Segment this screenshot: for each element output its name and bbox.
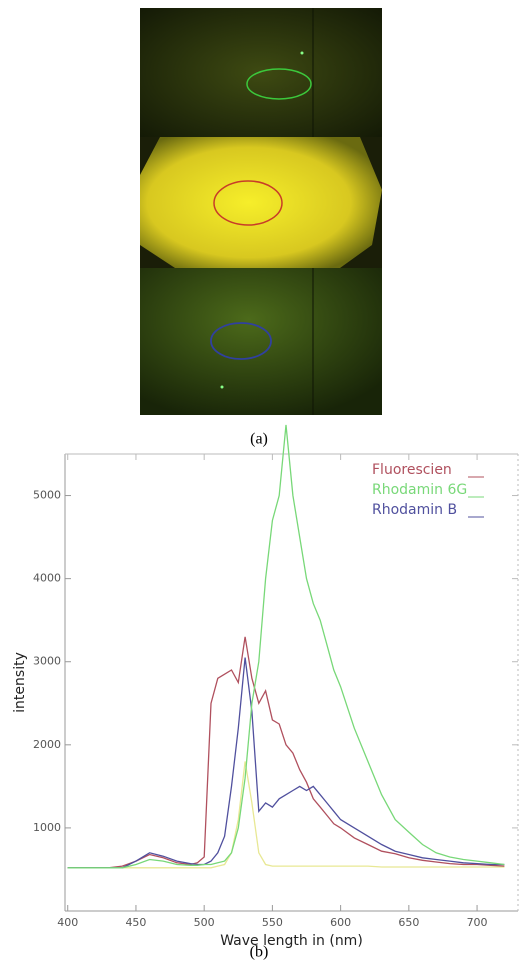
- x-tick-label: 600: [330, 916, 351, 929]
- legend-entry: Rhodamin 6G: [372, 482, 467, 498]
- x-tick-label: 700: [467, 916, 488, 929]
- x-tick-label: 450: [125, 916, 146, 929]
- y-tick-label: 5000: [33, 489, 61, 502]
- y-tick-label: 3000: [33, 655, 61, 668]
- panel-middle: [140, 137, 382, 268]
- x-axis-label: Wave length in (nm): [220, 933, 363, 949]
- speck: [220, 385, 224, 389]
- caption: (a): [250, 431, 268, 448]
- roi-red: [213, 180, 283, 226]
- x-tick-label: 400: [57, 916, 78, 929]
- speck: [300, 51, 304, 55]
- y-tick-label: 4000: [33, 572, 61, 585]
- legend-entry: Rhodamin B: [372, 502, 457, 518]
- series-line: [67, 636, 505, 869]
- x-tick-label: 650: [398, 916, 419, 929]
- x-tick-label: 500: [194, 916, 215, 929]
- series-line: [67, 761, 505, 869]
- roi-blue: [210, 322, 272, 360]
- panel-bottom: [140, 268, 382, 415]
- y-tick-label: 2000: [33, 738, 61, 751]
- series-line: [67, 424, 505, 869]
- roi-green: [246, 68, 312, 100]
- panel-top: [140, 8, 382, 137]
- y-tick-label: 1000: [33, 821, 61, 834]
- x-tick-label: 550: [262, 916, 283, 929]
- series-line: [67, 657, 505, 869]
- chart: 400 450 500 550 600 650 700 1000 2000 3000 4000 500…: [12, 424, 519, 949]
- caption: (b): [250, 944, 269, 961]
- legend-entry: Fluorescien: [372, 462, 452, 478]
- micrograph: [140, 8, 382, 415]
- y-axis-label: intensity: [12, 652, 28, 713]
